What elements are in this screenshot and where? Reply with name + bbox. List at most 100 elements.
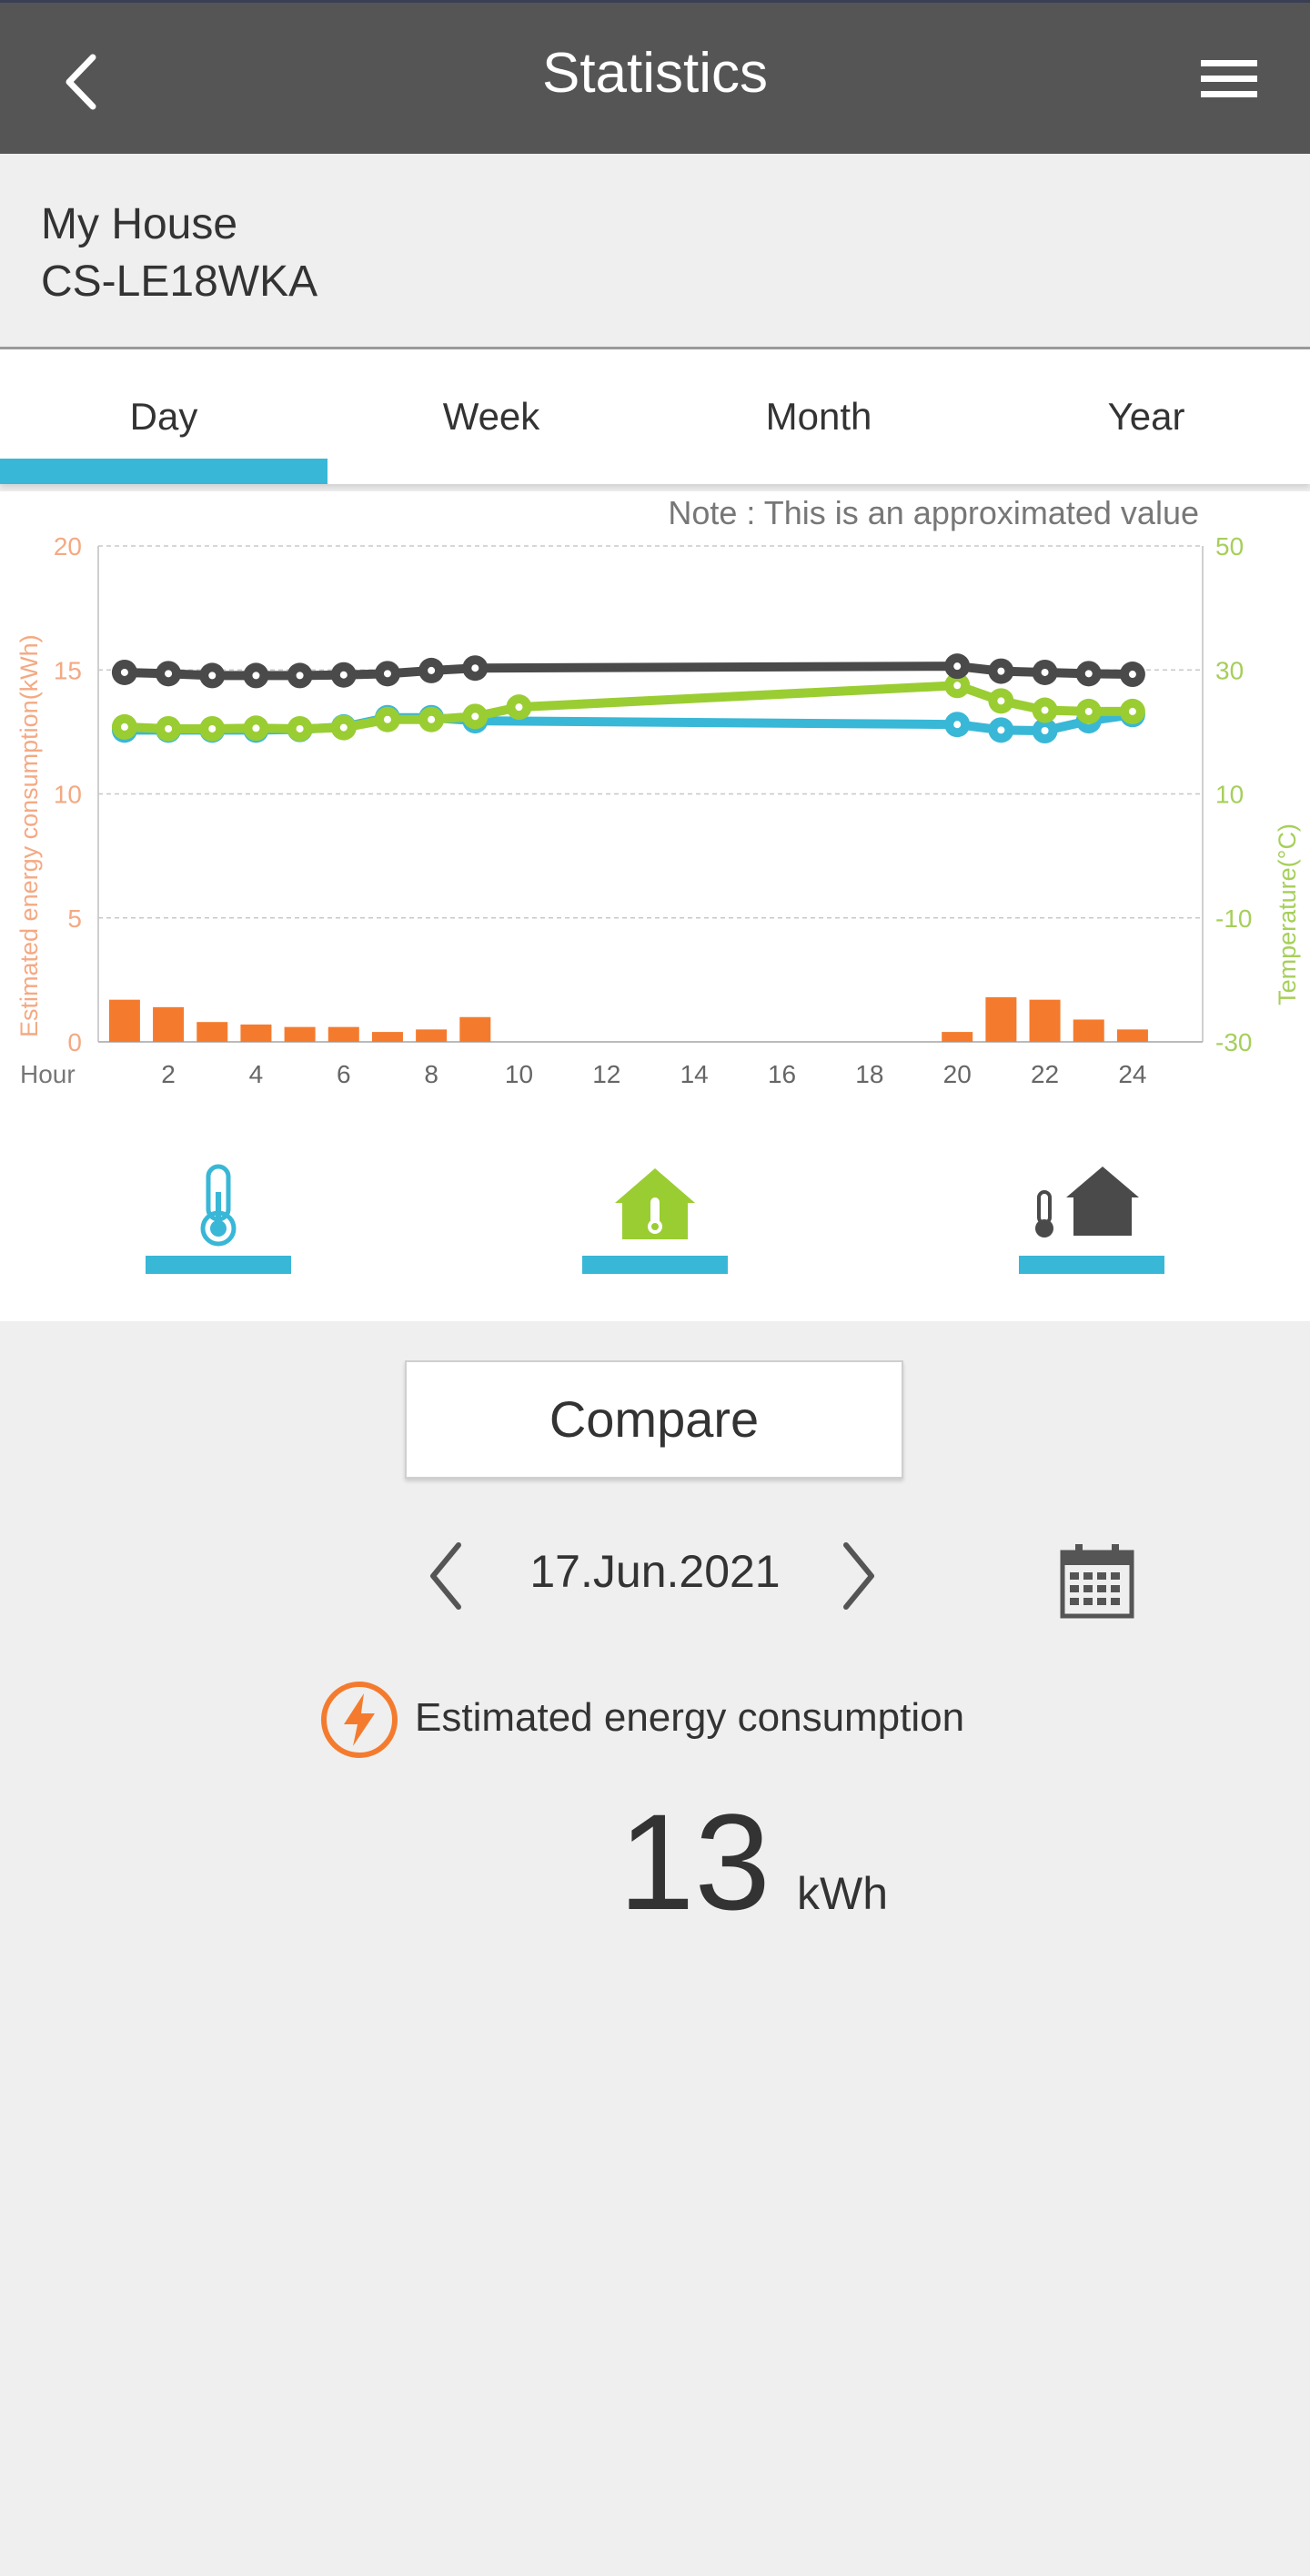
x-tick-label: 22 <box>1031 1060 1059 1088</box>
energy-bar <box>328 1026 359 1042</box>
x-tick-label: 16 <box>768 1060 796 1088</box>
series-point-center <box>339 723 348 732</box>
energy-bar <box>985 996 1017 1042</box>
date-selector: 17.Jun.2021 <box>0 1529 1310 1629</box>
tab-month[interactable]: Month <box>765 395 872 438</box>
energy-value: 13 <box>619 1785 771 1938</box>
calendar-button[interactable] <box>1057 1541 1137 1621</box>
y-left-tick-label: 0 <box>67 1028 82 1056</box>
series-point-center <box>471 664 479 672</box>
series-point-center <box>1128 671 1136 679</box>
x-tick-label: 24 <box>1118 1060 1146 1088</box>
y-left-axis-label: Estimated energy consumption(kWh) <box>15 634 43 1037</box>
x-tick-label: 18 <box>855 1060 883 1088</box>
x-tick-label: 12 <box>592 1060 620 1088</box>
chevron-left-icon <box>430 1542 461 1610</box>
series-point-center <box>383 715 391 723</box>
period-tabs: Day Week Month Year <box>0 349 1310 484</box>
next-date-button[interactable] <box>830 1540 884 1612</box>
legend-indoor-button[interactable] <box>582 1156 728 1274</box>
chart-note: Note : This is an approximated value <box>668 494 1199 531</box>
series-point-center <box>953 662 962 671</box>
series-point-center <box>1041 706 1049 714</box>
lightning-icon <box>321 1682 398 1758</box>
energy-bar <box>153 1006 185 1042</box>
energy-bar <box>416 1029 448 1042</box>
chart-panel: Note : This is an approximated value Est… <box>0 491 1310 1321</box>
legend-indoor-indicator <box>582 1256 728 1274</box>
series-point-center <box>120 722 128 731</box>
series-point-center <box>252 724 260 732</box>
energy-bar <box>240 1024 272 1042</box>
series-point-center <box>1128 707 1136 715</box>
x-tick-label: 8 <box>424 1060 438 1088</box>
legend-set-button[interactable] <box>1019 1156 1164 1274</box>
tab-indicator <box>0 459 328 484</box>
series-point-center <box>383 670 391 678</box>
x-tick-label: 4 <box>249 1060 264 1088</box>
house-thermometer-icon <box>615 1168 695 1239</box>
energy-bar <box>1029 999 1061 1042</box>
series-point-center <box>1041 668 1049 676</box>
x-axis-label: Hour <box>20 1060 76 1088</box>
location-name: My House <box>41 200 238 248</box>
y-left-tick-label: 10 <box>54 781 82 809</box>
energy-bar <box>284 1026 316 1042</box>
series-point-center <box>997 726 1005 734</box>
series-point-center <box>1084 707 1093 715</box>
y-right-tick-label: 30 <box>1215 656 1244 684</box>
x-tick-label: 6 <box>337 1060 351 1088</box>
series-line-set <box>124 662 1133 681</box>
hamburger-menu-icon <box>1201 60 1257 97</box>
y-left-tick-label: 20 <box>54 532 82 561</box>
y-right-tick-label: 50 <box>1215 532 1244 561</box>
series-point-center <box>296 672 304 680</box>
series-point-center <box>997 667 1005 675</box>
app-header: Statistics <box>0 0 1310 154</box>
x-tick-label: 20 <box>943 1060 972 1088</box>
series-point-center <box>953 682 962 690</box>
model-name: CS-LE18WKA <box>41 258 318 306</box>
energy-label: Estimated energy consumption <box>415 1695 965 1740</box>
page-title: Statistics <box>541 42 769 105</box>
tab-year[interactable]: Year <box>1107 395 1185 438</box>
series-point-center <box>997 697 1005 705</box>
series-point-center <box>953 721 962 729</box>
series-point-center <box>120 668 128 676</box>
y-right-tick-label: -30 <box>1215 1028 1252 1056</box>
energy-bar <box>1073 1019 1104 1042</box>
series-point-center <box>428 666 436 674</box>
energy-label-row: Estimated energy consumption <box>318 1679 1046 1761</box>
chevron-left-icon <box>66 54 96 110</box>
selected-date: 17.Jun.2021 <box>529 1546 781 1597</box>
series-point-center <box>515 703 523 712</box>
series-point-center <box>339 671 348 679</box>
energy-bar <box>196 1022 228 1042</box>
tab-day[interactable]: Day <box>129 395 198 438</box>
series-point-center <box>471 712 479 721</box>
back-button[interactable] <box>55 41 136 123</box>
y-left-tick-label: 15 <box>54 656 82 684</box>
legend-outdoor-button[interactable] <box>146 1156 291 1274</box>
calendar-icon <box>1060 1544 1134 1619</box>
y-right-tick-label: 10 <box>1215 781 1244 809</box>
device-info: My House CS-LE18WKA <box>0 154 1310 349</box>
series-point-center <box>428 715 436 723</box>
x-tick-label: 10 <box>505 1060 533 1088</box>
compare-button[interactable]: Compare <box>405 1360 903 1479</box>
legend-outdoor-indicator <box>146 1256 291 1274</box>
tab-week[interactable]: Week <box>442 395 540 438</box>
statistics-chart: Note : This is an approximated value Est… <box>15 494 1301 1088</box>
previous-date-button[interactable] <box>420 1540 475 1612</box>
series-point-center <box>1084 670 1093 678</box>
series-point-center <box>252 672 260 680</box>
series-point-center <box>208 672 217 680</box>
menu-button[interactable] <box>1192 53 1265 116</box>
energy-bar <box>942 1032 973 1042</box>
energy-bar <box>108 999 140 1042</box>
legend-set-indicator <box>1019 1256 1164 1274</box>
series-point-center <box>208 724 217 732</box>
series-point-center <box>165 670 173 678</box>
x-tick-label: 14 <box>680 1060 709 1088</box>
chevron-right-icon <box>843 1542 874 1610</box>
